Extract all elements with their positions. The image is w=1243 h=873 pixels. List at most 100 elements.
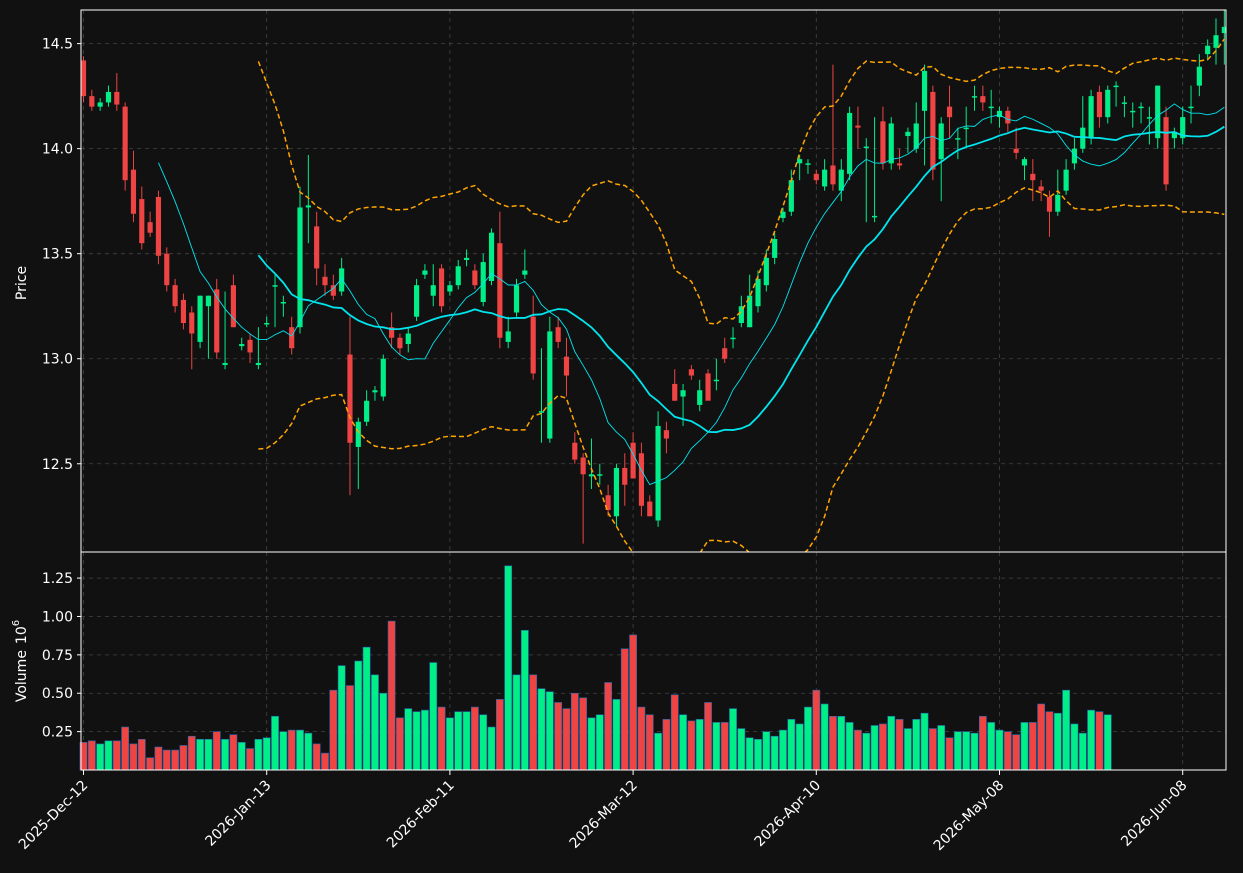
- candle-body: [1138, 106, 1144, 109]
- price-tick-label: 12.5: [42, 457, 73, 473]
- candle-body: [930, 91, 936, 170]
- candle-body: [1121, 102, 1127, 104]
- candle-body: [347, 354, 353, 443]
- candle-body: [289, 327, 295, 349]
- volume-tick-label: 0.25: [42, 725, 73, 741]
- volume-bar: [679, 714, 687, 771]
- volume-bar: [987, 722, 996, 771]
- candle-body: [963, 127, 969, 130]
- volume-bar: [779, 729, 787, 771]
- volume-bar: [887, 715, 896, 771]
- volume-bar: [504, 565, 513, 771]
- candle-body: [572, 442, 578, 460]
- candle-body: [397, 337, 403, 349]
- moving-average-fast-line: [158, 103, 1225, 486]
- candle-body: [1213, 35, 1219, 48]
- candle-body: [822, 169, 828, 187]
- volume-bar: [637, 706, 646, 771]
- candle-body: [122, 106, 128, 181]
- candle-body: [147, 222, 153, 233]
- volume-bar: [1078, 732, 1087, 771]
- candle-body: [272, 285, 278, 287]
- candle-body: [422, 270, 428, 275]
- candle-body: [797, 159, 803, 164]
- candle-body: [1013, 148, 1019, 153]
- volume-bar: [446, 717, 454, 771]
- volume-bar: [745, 737, 754, 771]
- candle-body: [813, 173, 819, 181]
- candle-body: [980, 96, 986, 103]
- volume-panel-frame: [80, 551, 1227, 771]
- candle-body: [364, 400, 370, 422]
- candle-body: [838, 169, 844, 191]
- candle-body: [896, 163, 903, 166]
- candle-body: [247, 339, 253, 353]
- volume-bar: [820, 703, 829, 771]
- volume-bar: [229, 734, 238, 771]
- price-tick-label: 13.0: [42, 352, 73, 368]
- candle-body: [1080, 127, 1086, 149]
- candle-body: [1171, 131, 1177, 139]
- volume-bar: [870, 725, 879, 771]
- volume-tick-label: 1.25: [42, 571, 73, 587]
- volume-bar: [945, 737, 954, 771]
- candle-body: [1071, 148, 1078, 164]
- volume-bar: [87, 740, 96, 771]
- volume-bar: [720, 722, 729, 771]
- volume-bar: [754, 738, 762, 771]
- candle-body: [513, 285, 520, 313]
- candle-body: [722, 348, 728, 359]
- candle-body: [480, 262, 486, 303]
- candle-body: [622, 467, 628, 485]
- candle-body: [755, 278, 761, 307]
- volume-bar: [812, 689, 821, 771]
- candle-body: [447, 285, 453, 292]
- candle-body: [913, 123, 919, 149]
- candle-body: [438, 268, 445, 307]
- volume-bar: [837, 715, 846, 771]
- volume-bar: [362, 646, 371, 771]
- volume-bar: [129, 743, 138, 771]
- volume-bar: [1028, 722, 1037, 771]
- candle-body: [1163, 117, 1169, 185]
- volume-bar: [137, 738, 146, 771]
- candle-body: [955, 138, 961, 140]
- volume-bar: [920, 712, 929, 771]
- candle-body: [788, 180, 794, 212]
- candle-body: [1113, 85, 1119, 88]
- candle-body: [1196, 66, 1202, 86]
- volume-bar: [654, 732, 662, 771]
- candle-body: [738, 306, 744, 324]
- volume-bar: [845, 722, 854, 771]
- volume-bar: [737, 728, 746, 771]
- candle-body: [97, 102, 103, 107]
- volume-bar: [212, 731, 221, 771]
- candle-body: [322, 276, 328, 286]
- candle-body: [130, 169, 137, 214]
- volume-bar: [204, 738, 213, 771]
- volume-bar: [487, 726, 496, 771]
- volume-bar: [104, 740, 113, 771]
- volume-bar: [271, 715, 279, 771]
- candle-body: [463, 257, 470, 260]
- candle-body: [580, 457, 586, 475]
- candle-body: [855, 125, 861, 128]
- candle-body: [1105, 89, 1111, 118]
- volume-bar: [570, 692, 579, 771]
- volume-bar: [162, 749, 171, 771]
- candle-body: [497, 243, 503, 338]
- candle-body: [672, 383, 678, 401]
- volume-bar: [629, 634, 637, 771]
- volume-bar: [471, 706, 479, 771]
- volume-bar: [612, 699, 621, 771]
- volume-bar: [1087, 709, 1095, 771]
- candle-body: [971, 96, 978, 98]
- candle-body: [555, 327, 561, 342]
- volume-bar: [595, 714, 604, 771]
- volume-bar: [1045, 711, 1054, 771]
- volume-bar: [146, 757, 154, 771]
- price-plot-area: [81, 10, 1226, 552]
- candle-body: [705, 373, 711, 401]
- candle-body: [197, 295, 203, 342]
